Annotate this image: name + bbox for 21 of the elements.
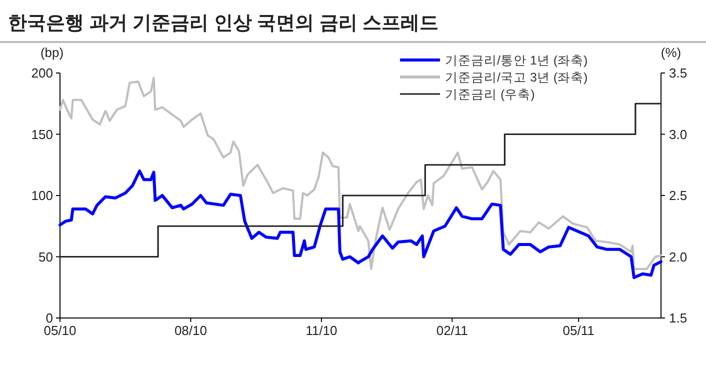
y2tick: 3.0 xyxy=(669,126,688,142)
xtick: 08/10 xyxy=(174,323,207,338)
y2tick: 1.5 xyxy=(669,310,688,326)
y2label: (%) xyxy=(660,45,682,60)
xtick: 05/10 xyxy=(44,323,76,338)
ylabel: (bp) xyxy=(40,45,64,60)
xtick: 05/11 xyxy=(562,323,594,338)
title: 한국은행 과거 기준금리 인상 국면의 금리 스프레드 xyxy=(8,13,439,34)
ytick: 200 xyxy=(31,66,53,80)
ytick: 150 xyxy=(31,126,53,142)
y2tick: 2.5 xyxy=(669,188,688,203)
legend-label: 기준금리/통안 1년 (좌축) xyxy=(445,54,588,68)
y2tick: 2.0 xyxy=(669,249,688,264)
y2tick: 3.5 xyxy=(669,66,688,80)
ytick: 100 xyxy=(31,188,53,203)
ytick: 50 xyxy=(38,249,53,264)
legend-label: 기준금리 (우축) xyxy=(445,88,535,102)
legend-label: 기준금리/국고 3년 (좌축) xyxy=(445,70,588,84)
xtick: 11/10 xyxy=(306,323,338,338)
ytick: 0 xyxy=(46,310,53,326)
xtick: 02/11 xyxy=(436,323,468,338)
